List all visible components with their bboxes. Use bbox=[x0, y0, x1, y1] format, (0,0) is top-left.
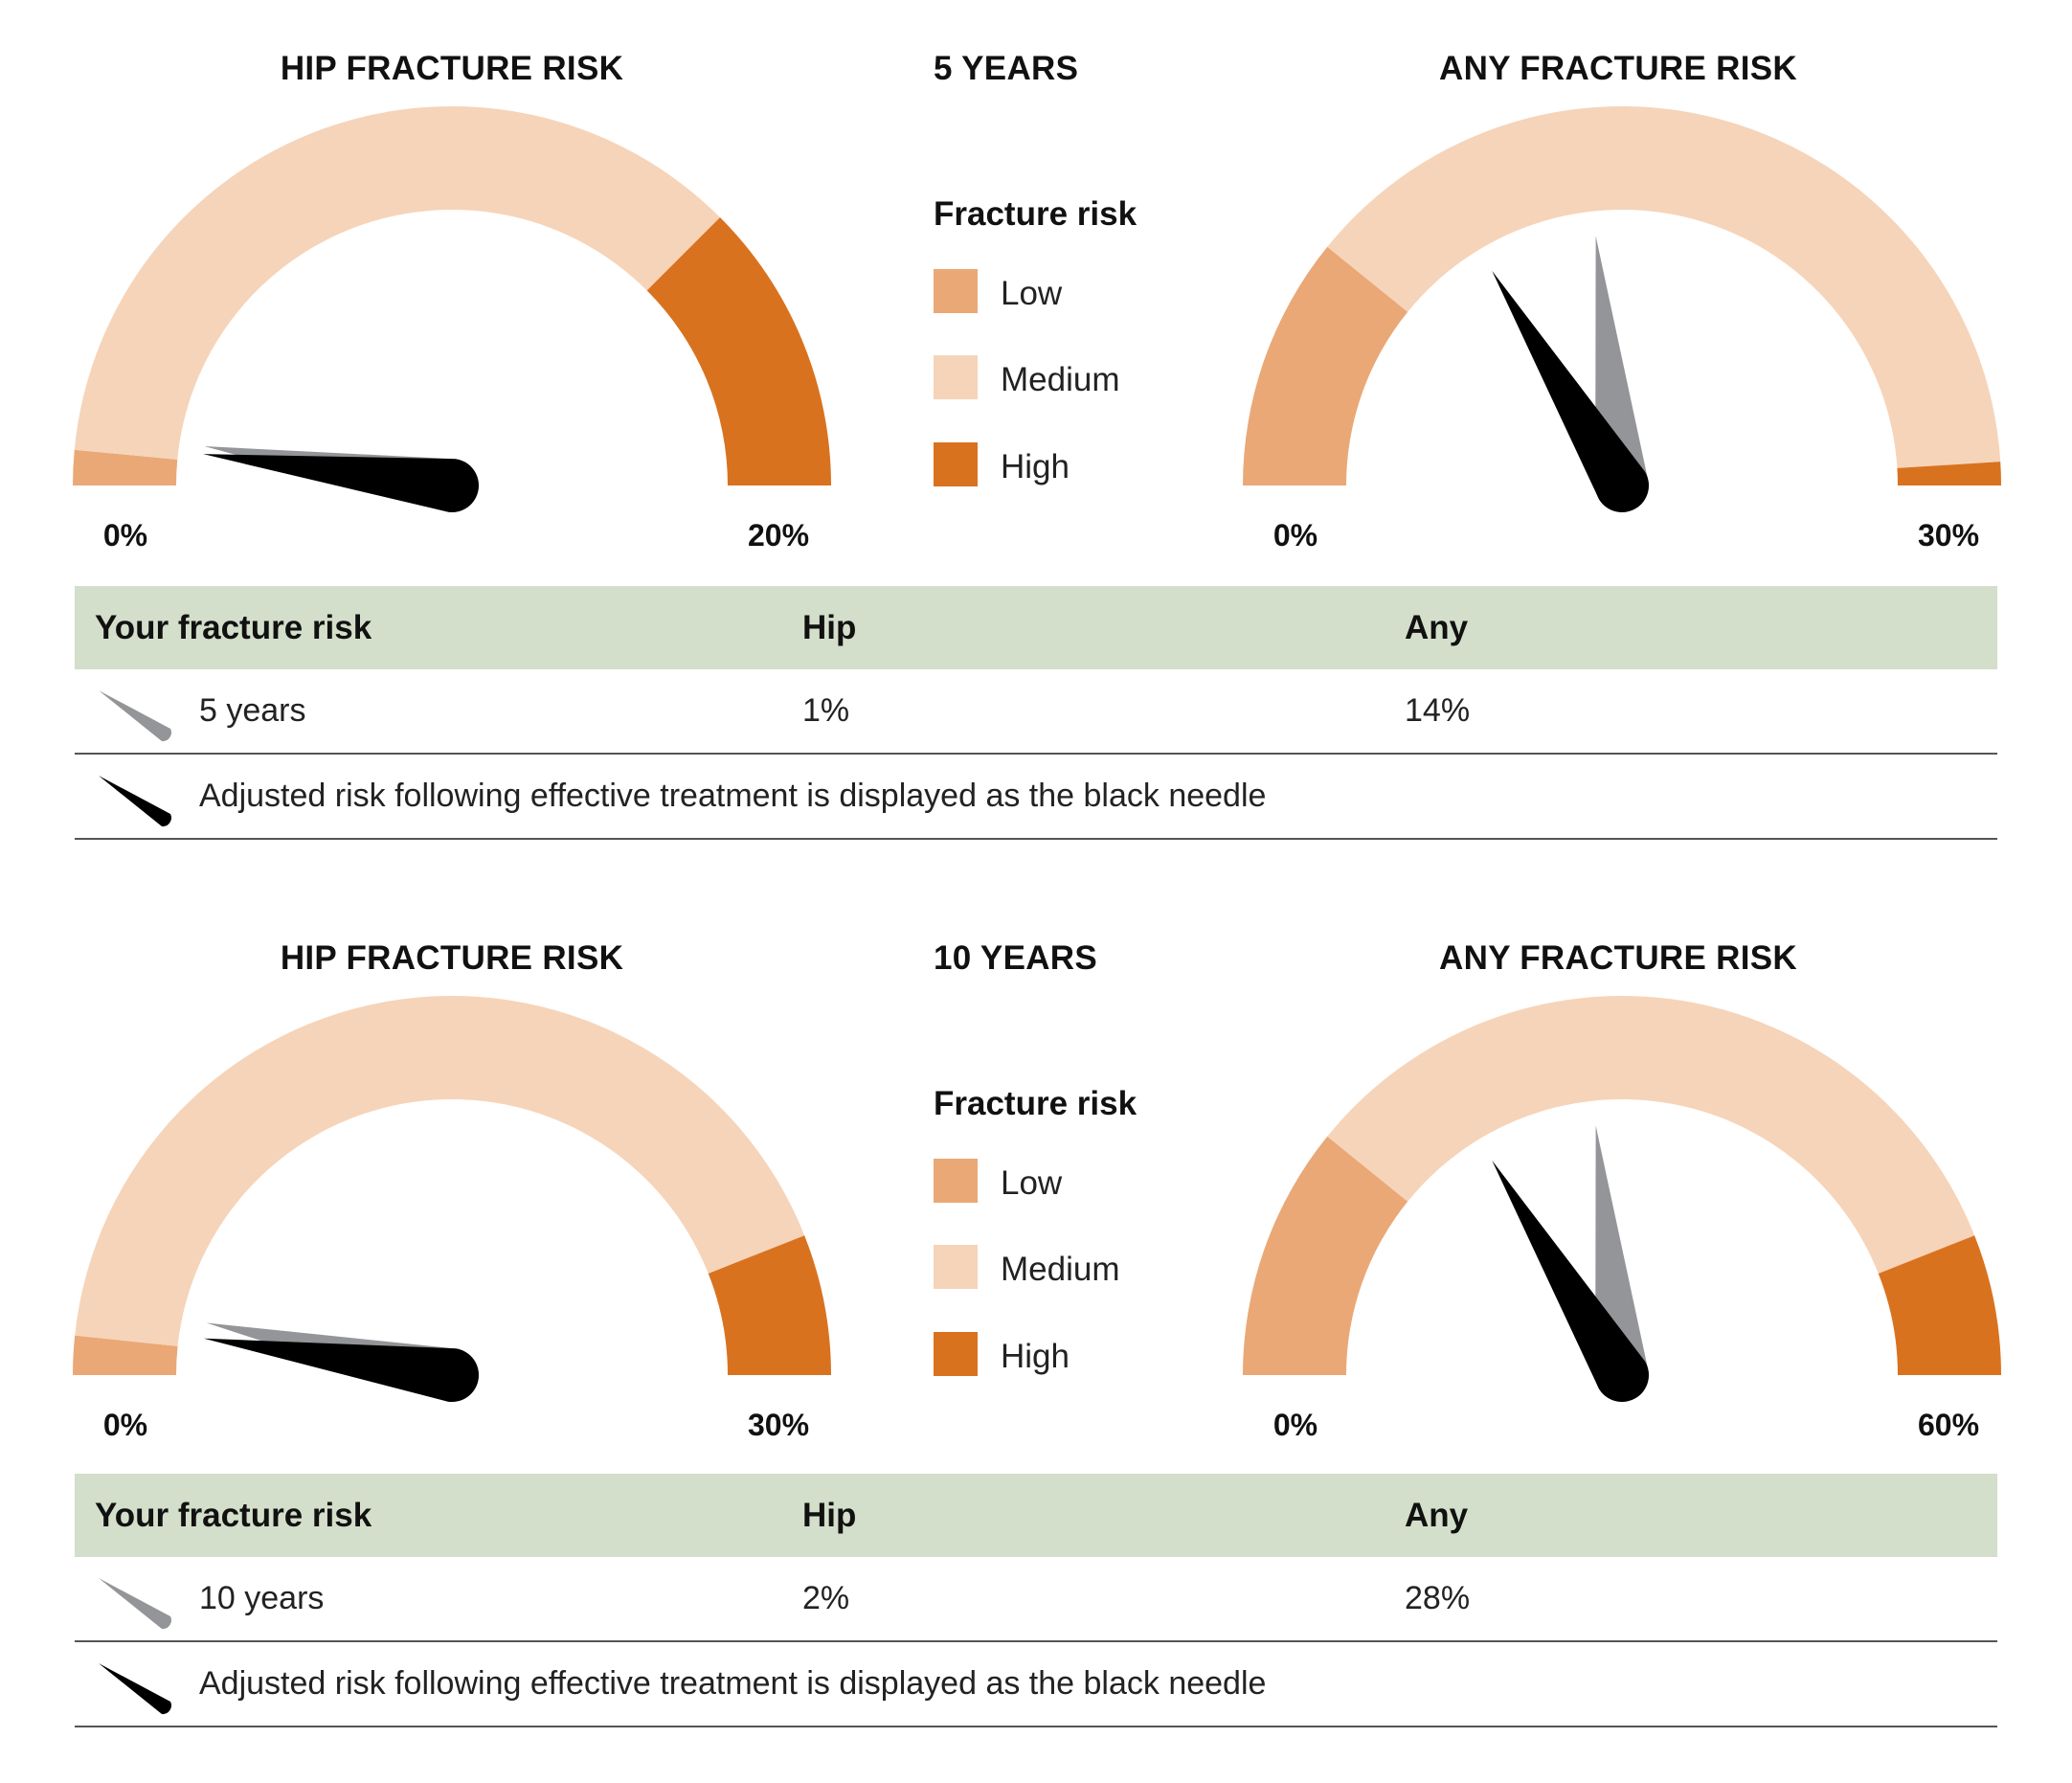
gauge-title-any: ANY FRACTURE RISK bbox=[1439, 939, 1797, 977]
header-any: Any bbox=[1405, 1497, 1469, 1534]
legend-swatch-high bbox=[934, 442, 978, 486]
period-title: 5 YEARS bbox=[934, 50, 1079, 87]
hip-gauge: 0% 30% bbox=[73, 996, 831, 1442]
gauge-band-low bbox=[73, 449, 178, 485]
legend-swatch-high bbox=[934, 1332, 978, 1376]
gauge-max-label: 20% bbox=[748, 518, 809, 553]
row-hip-value: 2% bbox=[802, 1580, 850, 1616]
row-any-value: 14% bbox=[1405, 692, 1471, 729]
table-row-note: Adjusted risk following effective treatm… bbox=[75, 1642, 1997, 1727]
table-header: Your fracture risk Hip Any bbox=[75, 1474, 1997, 1557]
gauge-max-label: 30% bbox=[1918, 518, 1979, 553]
header-your-fracture-risk: Your fracture risk bbox=[95, 1497, 372, 1534]
legend-heading: Fracture risk bbox=[934, 1085, 1137, 1122]
hip-gauge: 0% 20% bbox=[73, 106, 831, 553]
table-header: Your fracture risk Hip Any bbox=[75, 586, 1997, 669]
panel-10-years: HIP FRACTURE RISK 10 YEARS ANY FRACTURE … bbox=[0, 890, 2072, 1781]
treatment-note: Adjusted risk following effective treatm… bbox=[199, 1665, 1267, 1702]
gauge-band-medium bbox=[1327, 996, 1975, 1274]
gauge-band-medium bbox=[74, 106, 721, 460]
row-any-value: 28% bbox=[1405, 1580, 1471, 1616]
gauge-min-label: 0% bbox=[103, 1408, 147, 1442]
header-hip: Hip bbox=[802, 609, 857, 646]
legend-label-low: Low bbox=[1001, 1164, 1063, 1202]
gauge-title-hip: HIP FRACTURE RISK bbox=[280, 939, 624, 977]
header-any: Any bbox=[1405, 609, 1469, 646]
gauge-max-label: 30% bbox=[748, 1408, 809, 1442]
gauge-band-high bbox=[1897, 462, 2001, 485]
grey-needle-icon bbox=[99, 1578, 171, 1630]
period-title: 10 YEARS bbox=[934, 939, 1098, 977]
treatment-note: Adjusted risk following effective treatm… bbox=[199, 778, 1267, 814]
any-gauge: 0% 60% bbox=[1243, 996, 2001, 1442]
gauge-band-medium bbox=[75, 996, 805, 1346]
gauge-band-high bbox=[646, 216, 831, 485]
gauge-title-hip: HIP FRACTURE RISK bbox=[280, 50, 624, 87]
row-period-label: 10 years bbox=[199, 1580, 325, 1616]
black-needle-icon bbox=[99, 776, 171, 827]
legend-swatch-low bbox=[934, 1159, 978, 1203]
gauge-band-medium bbox=[1327, 105, 2001, 468]
legend-swatch-medium bbox=[934, 1245, 978, 1289]
gauge-band-low bbox=[1243, 246, 1408, 485]
gauge-title-any: ANY FRACTURE RISK bbox=[1439, 50, 1797, 87]
gauge-band-high bbox=[1878, 1235, 2001, 1375]
header-your-fracture-risk: Your fracture risk bbox=[95, 609, 372, 646]
legend-label-medium: Medium bbox=[1001, 1251, 1120, 1288]
legend-label-medium: Medium bbox=[1001, 361, 1120, 398]
row-hip-value: 1% bbox=[802, 692, 850, 729]
gauge-max-label: 60% bbox=[1918, 1408, 1979, 1442]
legend-heading: Fracture risk bbox=[934, 195, 1137, 233]
gauge-band-high bbox=[708, 1235, 831, 1375]
grey-needle-icon bbox=[99, 690, 171, 742]
gauge-band-low bbox=[1243, 1136, 1408, 1375]
legend-swatch-low bbox=[934, 269, 978, 313]
adjusted-risk-needle bbox=[203, 1338, 479, 1402]
gauge-min-label: 0% bbox=[1273, 518, 1318, 553]
table-row-current: 5 years 1% 14% bbox=[75, 669, 1997, 755]
gauge-min-label: 0% bbox=[103, 518, 147, 553]
legend-label-low: Low bbox=[1001, 275, 1063, 312]
any-gauge: 0% 30% bbox=[1243, 105, 2001, 553]
row-period-label: 5 years bbox=[199, 692, 306, 729]
legend-label-high: High bbox=[1001, 1338, 1070, 1375]
panel-5-years: HIP FRACTURE RISK 5 YEARS ANY FRACTURE R… bbox=[73, 50, 2001, 840]
legend-label-high: High bbox=[1001, 448, 1070, 485]
adjusted-risk-needle bbox=[1492, 270, 1649, 512]
table-row-current: 10 years 2% 28% bbox=[75, 1557, 1997, 1642]
black-needle-icon bbox=[99, 1663, 171, 1715]
legend-swatch-medium bbox=[934, 355, 978, 399]
table-row-note: Adjusted risk following effective treatm… bbox=[75, 755, 1997, 840]
header-hip: Hip bbox=[802, 1497, 857, 1534]
gauge-min-label: 0% bbox=[1273, 1408, 1318, 1442]
adjusted-risk-needle bbox=[1492, 1160, 1649, 1402]
adjusted-risk-needle bbox=[203, 454, 479, 512]
gauge-band-low bbox=[73, 1335, 178, 1375]
